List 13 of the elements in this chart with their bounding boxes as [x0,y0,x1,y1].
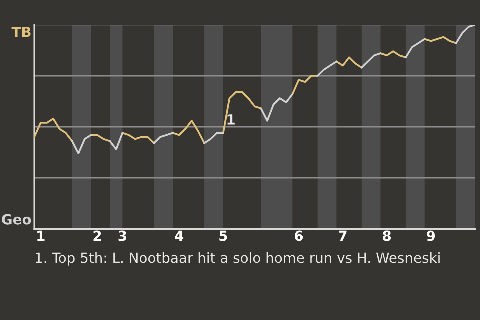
x-tick-label: 8 [383,230,392,242]
text: Geo [2,214,32,225]
x-tick-label: 1 [38,230,45,242]
x-tick-label: 4 [175,230,184,242]
x-tick-label: 6 [294,230,304,242]
x-tick-label: 5 [220,230,228,242]
x-tick-label: 9 [427,230,436,242]
annotation: 1 [228,114,235,125]
x-tick-label: 3 [118,230,126,242]
x-tick-label: 2 [94,230,102,242]
x-tick-label: 7 [339,230,347,242]
text: TB [12,27,31,38]
text: 1. Top 5th: L. Nootbaar hit a solo home run vs H. Wesneski [36,252,440,266]
